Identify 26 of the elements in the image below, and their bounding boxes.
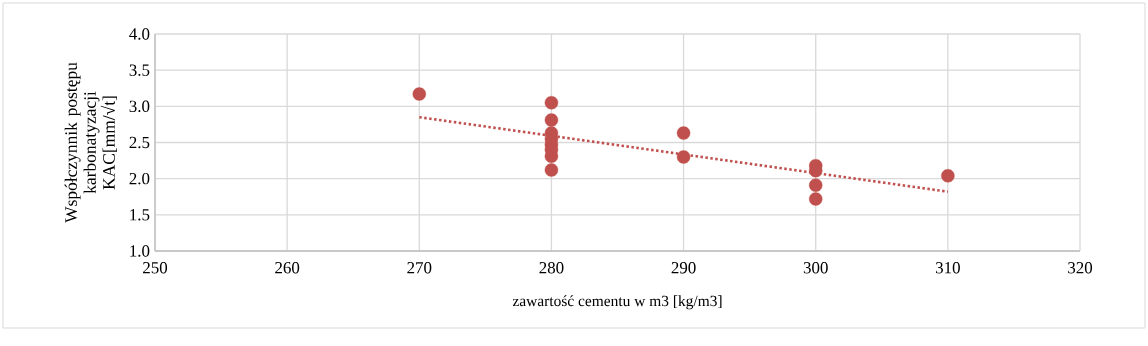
- x-tick-label: 290: [671, 262, 696, 274]
- x-tick-label: 250: [143, 262, 168, 274]
- x-tick-label: 260: [275, 262, 300, 274]
- y-tick-label: 4.0: [129, 28, 150, 40]
- point: [809, 192, 823, 206]
- y-axis-title: Współczynnik postępu karbonatyzacji KAC[mm/√t]: [64, 62, 117, 223]
- point: [412, 87, 426, 101]
- x-axis-title: zawartość cementu w m3 [kg/m3]: [512, 295, 722, 310]
- point: [941, 169, 955, 183]
- x-tick-label: 300: [803, 262, 828, 274]
- x-tick-label: 280: [539, 262, 564, 274]
- point: [544, 163, 559, 177]
- x-tick-label: 320: [1068, 262, 1093, 274]
- y-tick-label: 1.0: [130, 245, 150, 257]
- x-tick-label: 310: [935, 262, 960, 274]
- y-tick-label: 1.5: [130, 209, 150, 221]
- y-tick-label: 2.0: [129, 172, 150, 185]
- x-tick-label: 270: [407, 262, 432, 274]
- point: [544, 96, 559, 110]
- point: [544, 113, 559, 127]
- y-tick-label: 3.5: [129, 64, 150, 76]
- point: [809, 178, 823, 192]
- point: [676, 126, 691, 140]
- y-tick-label: 2.5: [129, 136, 150, 149]
- y-tick-label: 3.0: [129, 100, 150, 113]
- point: [676, 150, 691, 164]
